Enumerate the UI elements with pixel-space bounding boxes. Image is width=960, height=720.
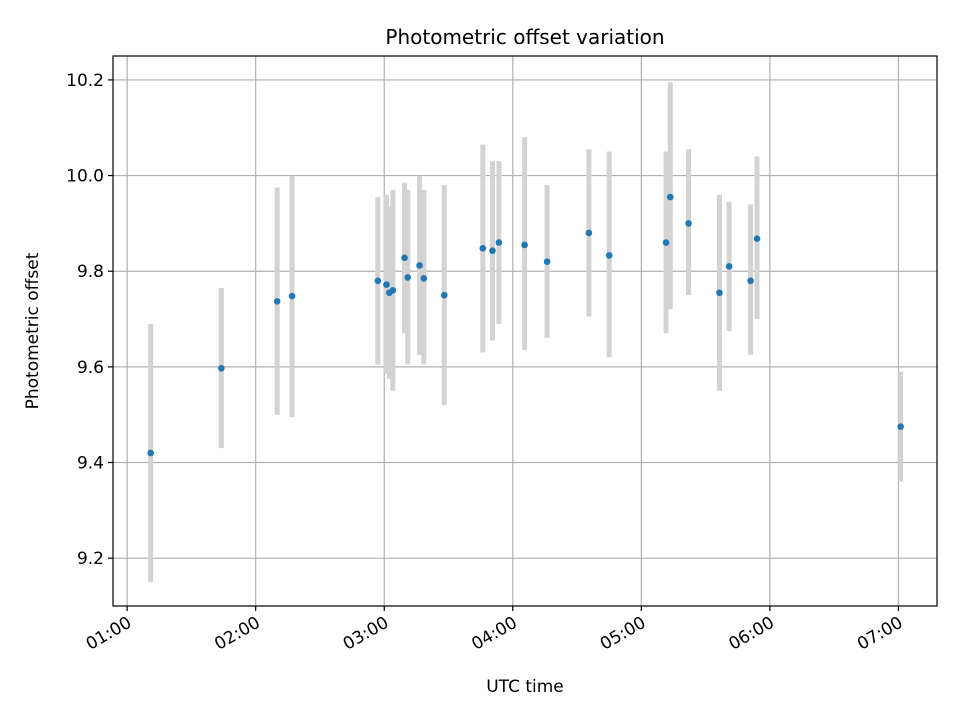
plot-frame (112, 55, 938, 607)
grid (113, 56, 937, 606)
data-point (543, 258, 551, 265)
data-point (725, 263, 733, 270)
data-point (273, 298, 281, 305)
y-tick-label: 10.2 (66, 71, 104, 91)
data-point (440, 291, 448, 299)
data-point (897, 423, 904, 430)
data-point (288, 292, 296, 300)
data-point (521, 241, 528, 249)
data-point (685, 220, 692, 227)
y-tick-label: 9.2 (77, 549, 104, 569)
data-point (666, 193, 674, 201)
y-tick-label: 10.0 (66, 167, 104, 187)
data-point (753, 235, 761, 242)
data-point (495, 239, 503, 246)
data-point (747, 277, 754, 285)
data-points (147, 193, 904, 457)
x-axis-label: UTC time (486, 677, 564, 697)
data-point (416, 262, 423, 269)
data-point (383, 281, 390, 288)
y-tick-label: 9.4 (77, 454, 104, 474)
data-point (374, 277, 382, 285)
data-point (489, 247, 496, 254)
data-point (401, 254, 408, 262)
data-point (716, 289, 723, 297)
y-tick-label: 9.8 (77, 262, 104, 282)
data-point (404, 274, 412, 281)
data-point (218, 365, 225, 372)
data-point (147, 449, 154, 457)
data-point (662, 239, 670, 246)
y-tick-label: 9.6 (77, 358, 104, 378)
data-point (420, 275, 428, 282)
chart-title: Photometric offset variation (385, 25, 664, 49)
data-point (479, 244, 487, 252)
data-point (585, 229, 593, 237)
y-axis-label: Photometric offset (23, 252, 43, 409)
data-point (389, 287, 397, 294)
data-point (605, 252, 613, 259)
